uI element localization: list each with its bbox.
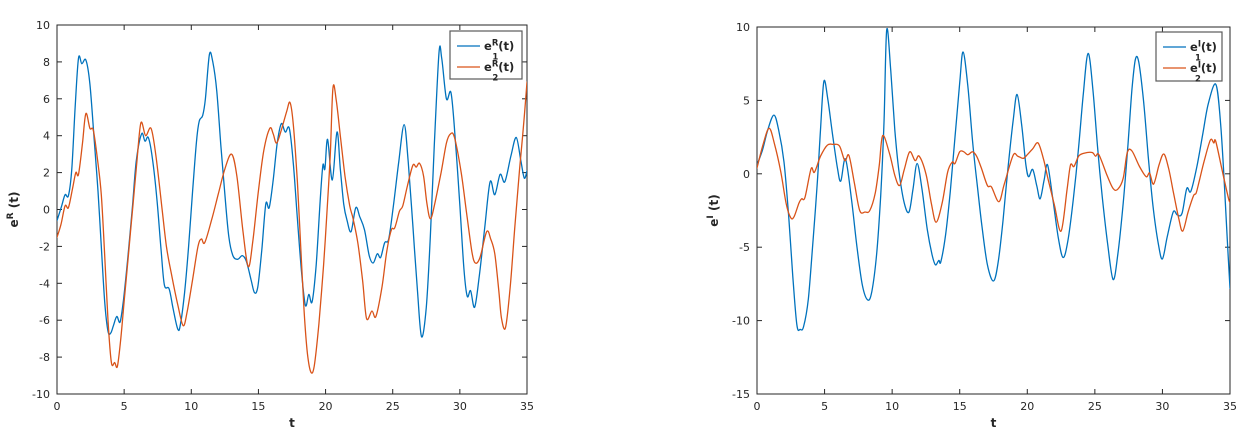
legend-entry-label: eR 1(t) xyxy=(484,39,514,63)
y-tick-label: 6 xyxy=(43,93,50,106)
x-tick-label: 35 xyxy=(520,400,534,413)
y-tick-label: 4 xyxy=(43,130,50,143)
y-tick-label: 10 xyxy=(36,19,50,32)
x-tick-label: 20 xyxy=(319,400,333,413)
y-tick-label: -6 xyxy=(39,314,50,327)
x-tick-label: 25 xyxy=(1088,400,1102,413)
legend-box xyxy=(1155,31,1223,82)
x-tick-label: 0 xyxy=(54,400,61,413)
x-tick-label: 5 xyxy=(821,400,828,413)
x-tick-label: 30 xyxy=(453,400,467,413)
x-tick-label: 10 xyxy=(184,400,198,413)
y-tick-label: -10 xyxy=(32,388,50,401)
x-axis-ticks: 0 5 10 15 20 25 30 35 xyxy=(54,25,534,413)
y-tick-label: -4 xyxy=(39,277,50,290)
y-tick-label: -2 xyxy=(39,240,50,253)
y-tick-label: -15 xyxy=(732,388,750,401)
x-tick-label: 5 xyxy=(121,400,128,413)
y-tick-label: -5 xyxy=(739,241,750,254)
axes-frame xyxy=(756,26,1231,395)
y-tick-label: 0 xyxy=(743,168,750,181)
x-tick-label: 25 xyxy=(386,400,400,413)
legend-entry-label: eI 2(t) xyxy=(1190,61,1217,85)
y-tick-label: 10 xyxy=(736,21,750,34)
series-line-1 xyxy=(57,45,527,338)
y-tick-label: 5 xyxy=(743,94,750,107)
legend-box xyxy=(449,30,523,80)
x-tick-label: 35 xyxy=(1223,400,1237,413)
y-axis-ticks: -15 -10 -5 0 5 10 xyxy=(732,21,1230,401)
x-tick-label: 20 xyxy=(1020,400,1034,413)
x-tick-label: 10 xyxy=(885,400,899,413)
x-tick-label: 15 xyxy=(953,400,967,413)
legend: eR 1(t)eR 2(t) xyxy=(449,30,523,84)
legend: eI 1(t)eI 2(t) xyxy=(1155,31,1223,85)
x-tick-label: 30 xyxy=(1155,400,1169,413)
legend-entry-label: eI 1(t) xyxy=(1190,40,1217,64)
axes-frame xyxy=(56,24,528,395)
y-axis-ticks: -10 -8 -6 -4 -2 0 2 4 6 8 10 xyxy=(32,19,527,401)
x-axis-label: t xyxy=(991,416,997,430)
x-tick-label: 15 xyxy=(251,400,265,413)
legend-entry-label: eR 2(t) xyxy=(484,60,514,84)
x-axis-ticks: 0 5 10 15 20 25 30 35 xyxy=(754,27,1237,413)
series-line-2 xyxy=(57,81,527,374)
y-axis-label: eR (t) xyxy=(6,192,21,228)
y-tick-label: -10 xyxy=(732,315,750,328)
y-tick-label: 0 xyxy=(43,204,50,217)
x-tick-label: 0 xyxy=(754,400,761,413)
y-axis-label: eI (t) xyxy=(706,194,721,226)
x-axis-label: t xyxy=(289,416,295,430)
series-line-1 xyxy=(757,27,1230,332)
right-chart: 0 5 10 15 20 25 30 35 -15 -10 -5 0 5 10 t eI (t) eI 1(t)e… xyxy=(706,21,1237,430)
series-line-2 xyxy=(757,127,1230,232)
left-chart: 0 5 10 15 20 25 30 35 -10 -8 -6 -4 -2 0 2 4 6 8 10 t eR (t) e… xyxy=(6,19,534,430)
y-tick-label: -8 xyxy=(39,351,50,364)
y-tick-label: 2 xyxy=(43,167,50,180)
y-tick-label: 8 xyxy=(43,56,50,69)
